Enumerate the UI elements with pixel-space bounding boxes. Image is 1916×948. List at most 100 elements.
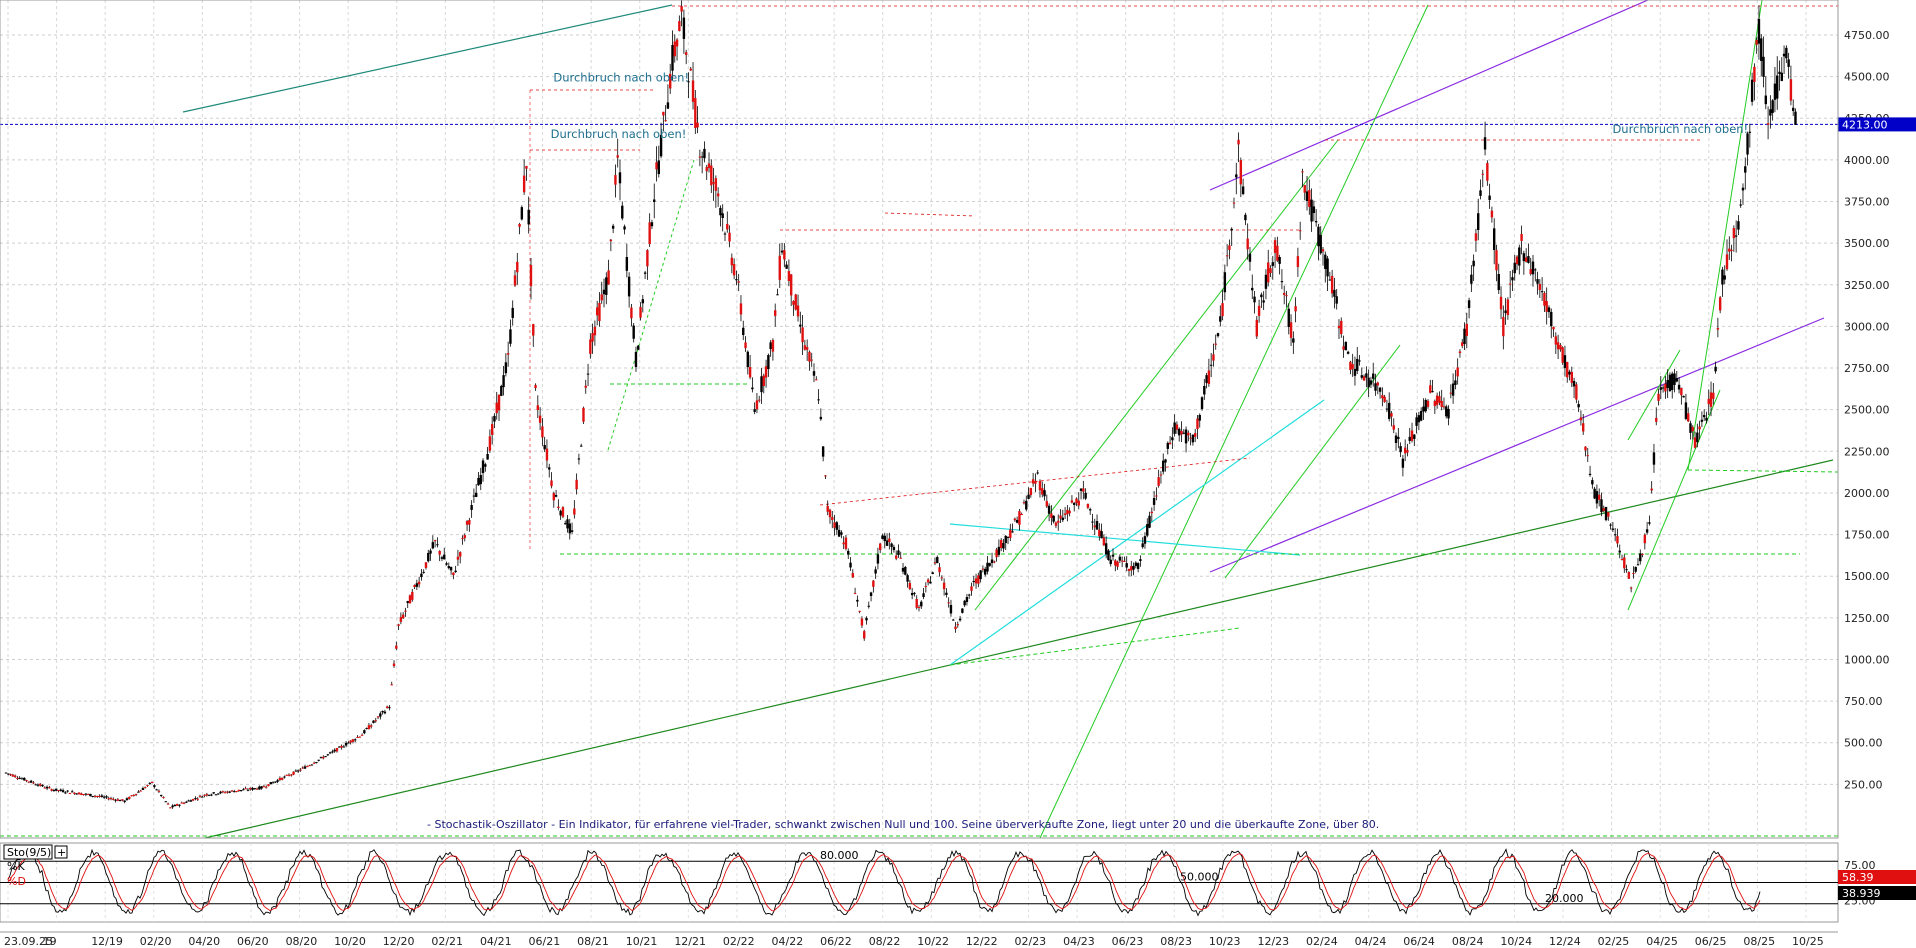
candle-body [301, 767, 304, 769]
candle-body [732, 264, 736, 276]
candle-body [374, 720, 377, 722]
candle-body [1057, 520, 1060, 523]
candle-body [1492, 228, 1496, 250]
candle-body [1139, 559, 1142, 561]
candle-body [865, 617, 868, 621]
stochastic-panel: Sto(9/5) + %K %D 80.000 50.000 20.000 75.0… [0, 842, 1916, 923]
candle-body [650, 222, 654, 227]
candle-body [1689, 423, 1692, 433]
candle-body [1705, 417, 1708, 421]
candle-body [1310, 199, 1313, 222]
candle-body [1410, 430, 1414, 441]
time-tick-label: 10/21 [626, 935, 658, 948]
last-price-marker: 4213.00 [1838, 117, 1916, 132]
candle-body [1365, 373, 1368, 378]
candle-body [160, 794, 163, 796]
candle-body [869, 592, 873, 596]
candle-body [509, 329, 512, 344]
candle-body [1426, 400, 1430, 407]
candle-body [479, 475, 482, 485]
candle-body [189, 800, 193, 802]
candle-body [899, 557, 902, 559]
candle-body [100, 795, 104, 797]
candle-body [148, 782, 151, 784]
candle-body [1264, 274, 1268, 289]
candle-body [1413, 434, 1416, 439]
candle-body [201, 796, 204, 798]
candle-body [566, 519, 569, 529]
candle-body [831, 517, 834, 521]
candle-body [1534, 269, 1537, 271]
candle-body [169, 807, 172, 809]
candle-body [835, 522, 839, 530]
candle-body [815, 379, 818, 381]
candle-body [287, 774, 291, 776]
candle-body [1668, 374, 1672, 392]
time-tick-label: 02/22 [723, 935, 755, 948]
candle-body [342, 746, 346, 748]
candle-body [420, 573, 423, 578]
indicator-badge[interactable] [3, 844, 53, 860]
candle-body [1595, 491, 1599, 504]
candle-body [1152, 498, 1156, 505]
trendline-long-support [204, 459, 1834, 839]
candle-body [1611, 528, 1615, 530]
candle-body [1034, 480, 1037, 484]
trendline-purple-lower [1209, 317, 1825, 573]
candle-body [1150, 511, 1154, 514]
candle-body [1470, 274, 1473, 284]
candle-body [910, 592, 914, 596]
candle-body [637, 345, 640, 350]
candle-body [45, 786, 49, 789]
candle-body [390, 684, 393, 686]
candle-body [1198, 414, 1201, 421]
candle-body [1136, 563, 1140, 569]
candle-body [1502, 317, 1505, 337]
candle-body [700, 156, 704, 158]
candle-body [1725, 254, 1729, 270]
candle-body [1321, 249, 1325, 252]
time-tick-label: 08/25 [1743, 935, 1775, 948]
candle-body [609, 239, 613, 242]
candle-body [310, 764, 314, 766]
candle-body [1104, 543, 1108, 555]
candle-body [1734, 235, 1738, 237]
candle-body [497, 394, 501, 411]
candle-body [1511, 277, 1514, 281]
candle-body [1091, 521, 1094, 523]
time-tick-label: 10/22 [917, 935, 949, 948]
candle-body [888, 538, 891, 542]
candle-body [952, 619, 955, 621]
candle-body [1399, 446, 1402, 453]
candle-body [582, 407, 585, 422]
candle-body [550, 480, 553, 487]
candle-body [141, 788, 145, 790]
candle-body [1634, 566, 1637, 572]
candle-body [1298, 230, 1302, 232]
candle-body [573, 508, 576, 515]
candle-body [1467, 300, 1471, 309]
candle-body [748, 367, 752, 378]
candle-body [144, 787, 147, 789]
candle-body [1009, 529, 1012, 538]
candle-body [828, 509, 832, 518]
trendline-green-4 [1627, 389, 1721, 611]
candle-body [481, 460, 485, 473]
candle-body [404, 610, 407, 612]
candle-body [598, 302, 601, 322]
candle-body [1193, 433, 1197, 437]
candle-body [1225, 255, 1229, 257]
candle-body [1059, 515, 1062, 519]
candle-body [415, 583, 419, 587]
price-tick-label: 1250.00 [1844, 612, 1890, 625]
add-indicator-button[interactable] [54, 845, 68, 859]
candle-body [705, 166, 708, 172]
candle-body [1732, 228, 1736, 239]
candle-body [226, 791, 229, 793]
candle-body [1641, 553, 1644, 555]
candle-body [207, 794, 211, 796]
candle-body [1563, 355, 1567, 369]
candle-body [276, 780, 279, 782]
candle-body [1766, 123, 1770, 125]
candle-body [901, 567, 905, 572]
